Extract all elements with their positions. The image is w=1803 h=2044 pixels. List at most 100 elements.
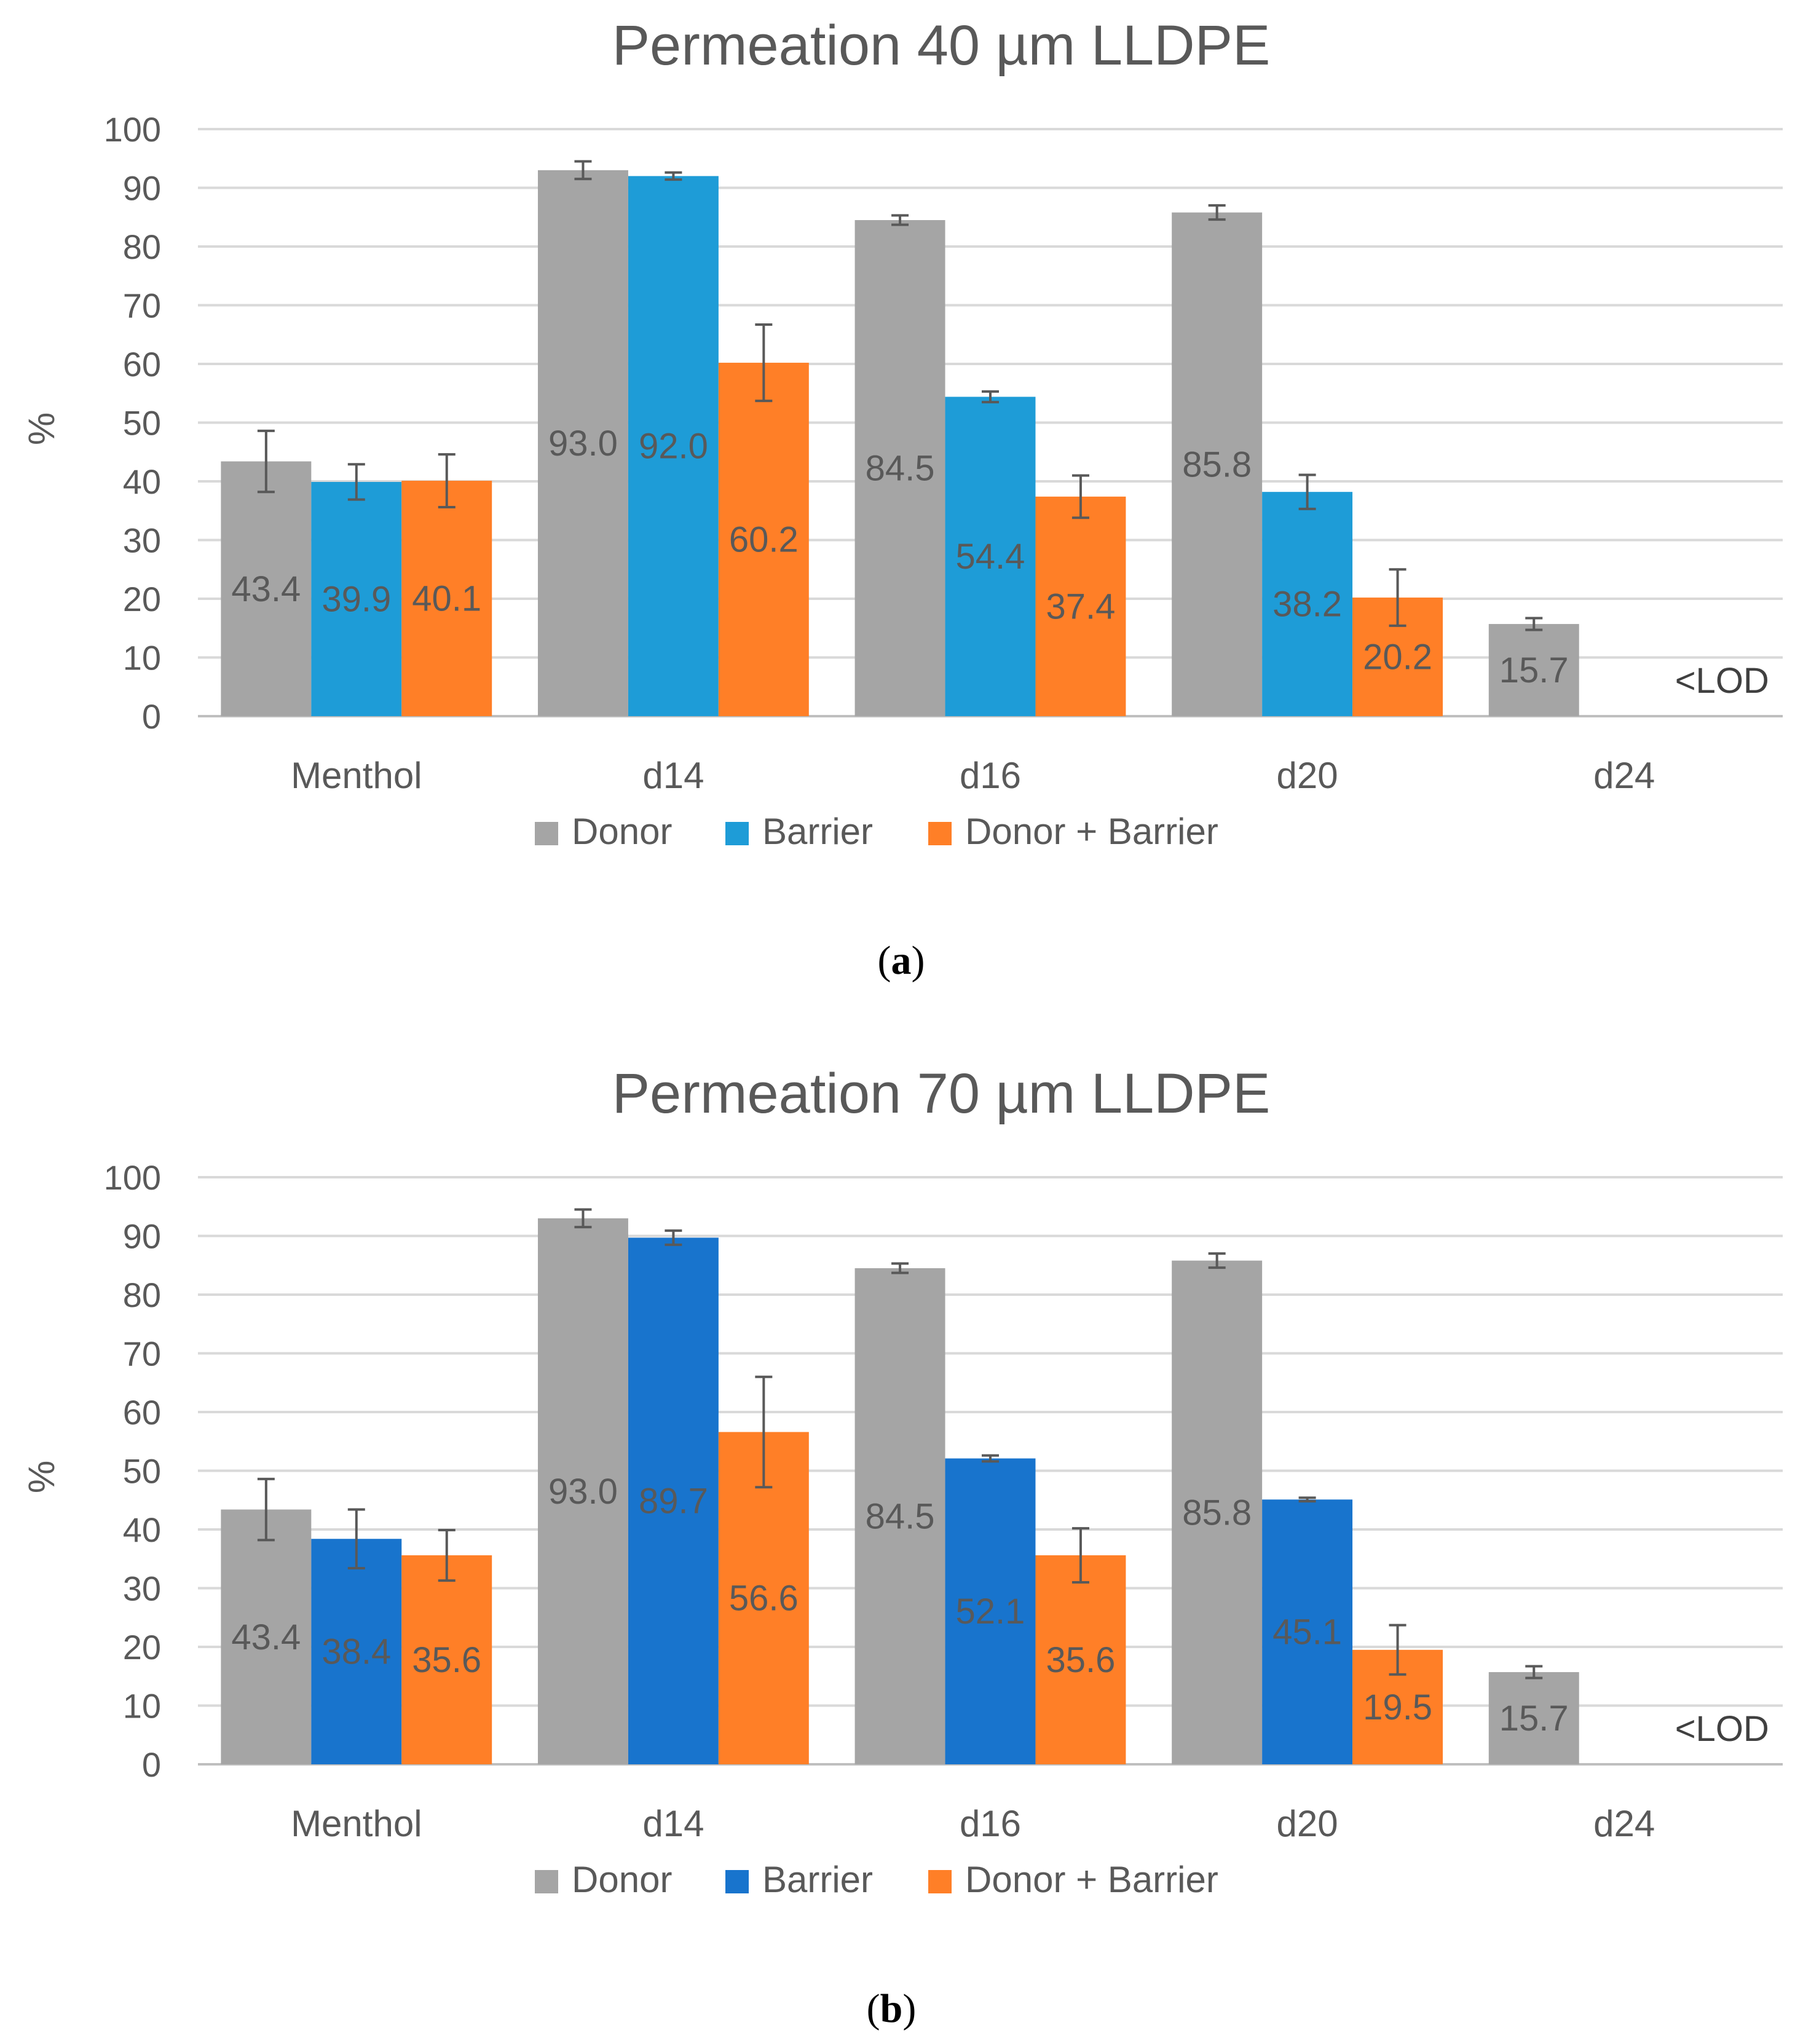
y-tick-label: 100 xyxy=(104,1158,161,1197)
data-label: 38.2 xyxy=(1272,585,1342,625)
bar-donor-d14 xyxy=(537,1218,628,1764)
y-tick-label: 80 xyxy=(123,1276,161,1314)
y-tick-label: 90 xyxy=(123,169,161,208)
chart-panel-b: Permeation 70 µm LLDPE 0 10 20 30 40 50 60 70 80 9… xyxy=(21,1062,1783,1900)
category-label: d14 xyxy=(642,1803,704,1844)
data-label: 89.7 xyxy=(639,1482,708,1521)
legend-label: Donor xyxy=(572,1859,672,1900)
y-tick-label: 90 xyxy=(123,1217,161,1256)
category-label: d20 xyxy=(1277,1803,1338,1844)
category-label: d14 xyxy=(642,755,704,796)
bar-donor-barrier-d14 xyxy=(718,363,809,716)
data-label: 56.6 xyxy=(729,1579,799,1619)
y-tick-label: 40 xyxy=(123,1510,161,1549)
y-tick-label: 60 xyxy=(123,345,161,384)
bar-donor-barrier-menthol xyxy=(401,1555,492,1764)
bar-donor-d14 xyxy=(537,170,628,717)
bar-donor-barrier-menthol xyxy=(401,481,492,716)
bar-barrier-menthol xyxy=(311,481,402,716)
data-label: 39.9 xyxy=(322,579,391,619)
category-label: Menthol xyxy=(291,755,422,796)
y-tick-label: 0 xyxy=(142,697,161,736)
y-tick-label: 80 xyxy=(123,227,161,266)
bar-donor-menthol xyxy=(221,461,312,716)
y-axis-label: % xyxy=(21,1461,62,1493)
caption-a: (a) xyxy=(877,938,925,983)
category-label: Menthol xyxy=(291,1803,422,1844)
y-tick-label: 10 xyxy=(123,639,161,677)
bar-barrier-d16 xyxy=(945,1458,1036,1764)
bar-donor-d20 xyxy=(1172,1260,1263,1764)
data-label: 52.1 xyxy=(956,1592,1025,1632)
bar-donor-barrier-d16 xyxy=(1035,1555,1126,1764)
data-label: 60.2 xyxy=(729,520,799,560)
data-label: 40.1 xyxy=(412,579,481,619)
data-label: 93.0 xyxy=(548,1472,618,1512)
legend-label: Donor + Barrier xyxy=(965,811,1218,852)
y-tick-label: 50 xyxy=(123,1452,161,1491)
category-label: d16 xyxy=(960,755,1021,796)
y-tick-label: 70 xyxy=(123,1335,161,1373)
y-tick-label: 20 xyxy=(123,1628,161,1667)
y-tick-label: 40 xyxy=(123,462,161,501)
y-tick-label: 70 xyxy=(123,286,161,325)
bar-donor-d16 xyxy=(854,220,945,716)
category-label: d16 xyxy=(960,1803,1021,1844)
category-label: d24 xyxy=(1593,1803,1655,1844)
bar-donor-d24 xyxy=(1488,624,1579,716)
legend-swatch xyxy=(928,822,952,845)
legend-label: Barrier xyxy=(762,811,873,852)
legend-swatch xyxy=(535,1870,558,1893)
y-tick-label: 0 xyxy=(142,1745,161,1784)
data-label: 15.7 xyxy=(1499,650,1569,690)
bar-donor-barrier-d16 xyxy=(1035,496,1126,716)
data-label: 93.0 xyxy=(548,424,618,464)
y-axis-label: % xyxy=(21,412,62,445)
y-tick-label: 20 xyxy=(123,580,161,618)
legend-label: Donor xyxy=(572,811,672,852)
data-label: 20.2 xyxy=(1363,637,1432,677)
legend-swatch xyxy=(725,1870,749,1893)
data-label: 45.1 xyxy=(1272,1612,1342,1652)
data-label: 37.4 xyxy=(1046,586,1116,626)
bar-barrier-d20 xyxy=(1262,492,1353,716)
bar-donor-menthol xyxy=(221,1509,312,1764)
bar-barrier-d16 xyxy=(945,397,1036,716)
data-label: 35.6 xyxy=(412,1640,481,1680)
legend-swatch xyxy=(928,1870,952,1893)
chart-panel-a: Permeation 40 µm LLDPE 0 10 20 30 40 50 60 70 80 9… xyxy=(21,14,1783,852)
data-label: 84.5 xyxy=(866,1497,935,1537)
y-tick-label: 10 xyxy=(123,1687,161,1726)
data-label: 43.4 xyxy=(231,569,301,609)
bar-barrier-d14 xyxy=(628,176,719,716)
category-label: d20 xyxy=(1277,755,1338,796)
caption-b-letter: b xyxy=(880,1986,903,2031)
caption-a-letter: a xyxy=(891,938,912,983)
chart-title: Permeation 70 µm LLDPE xyxy=(612,1062,1271,1125)
legend-swatch xyxy=(535,822,558,845)
data-label: 35.6 xyxy=(1046,1640,1116,1680)
legend-label: Barrier xyxy=(762,1859,873,1900)
legend-swatch xyxy=(725,822,749,845)
bar-donor-d16 xyxy=(854,1268,945,1764)
bar-barrier-d14 xyxy=(628,1237,719,1764)
data-label: 38.4 xyxy=(322,1632,391,1672)
y-tick-label: 60 xyxy=(123,1393,161,1432)
data-label: 15.7 xyxy=(1499,1699,1569,1738)
bar-donor-d20 xyxy=(1172,212,1263,716)
category-label: d24 xyxy=(1593,755,1655,796)
chart-title: Permeation 40 µm LLDPE xyxy=(612,14,1271,77)
data-label: 43.4 xyxy=(231,1617,301,1657)
legend-label: Donor + Barrier xyxy=(965,1859,1218,1900)
lod-annotation: <LOD xyxy=(1675,661,1769,701)
bar-barrier-menthol xyxy=(311,1539,402,1764)
y-tick-label: 30 xyxy=(123,521,161,560)
data-label: 19.5 xyxy=(1363,1687,1432,1727)
data-label: 85.8 xyxy=(1182,1493,1252,1533)
data-label: 54.4 xyxy=(956,537,1025,577)
data-label: 92.0 xyxy=(639,427,708,467)
y-tick-label: 100 xyxy=(104,110,161,149)
caption-b: (b) xyxy=(866,1986,917,2031)
lod-annotation: <LOD xyxy=(1675,1709,1769,1749)
bar-donor-d24 xyxy=(1488,1672,1579,1764)
